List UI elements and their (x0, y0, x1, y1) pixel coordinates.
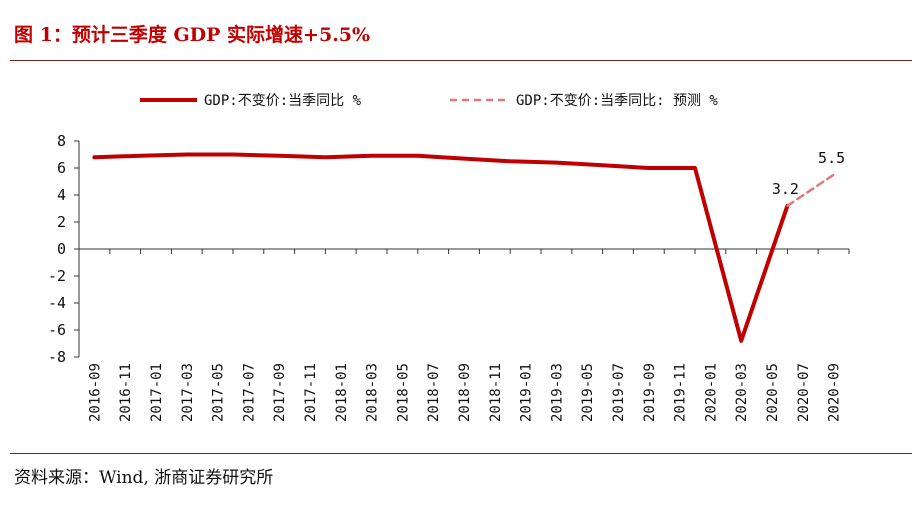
data-label: 5.5 (818, 149, 845, 167)
actual-point (231, 153, 235, 157)
x-tick-label: 2017-05 (211, 363, 227, 422)
x-tick-label: 2019-09 (642, 363, 658, 422)
bottom-divider (10, 453, 912, 454)
x-tick-label: 2019-01 (519, 363, 535, 422)
data-label: 3.2 (772, 180, 799, 198)
x-tick-label: 2020-01 (703, 363, 719, 422)
plot-area: 8 6 4 2 0 -2 -4 -6 -8 2016-09 2016-11 2017-01 2017-0… (48, 132, 850, 422)
actual-point (462, 157, 466, 161)
gdp-line-chart: GDP:不变价:当季同比 % GDP:不变价:当季同比: 预测 % 8 6 4 2 0 -… (48, 93, 850, 422)
actual-point (693, 166, 697, 170)
x-tick-label: 2018-11 (488, 363, 504, 422)
y-tick-label: 0 (57, 240, 66, 258)
legend-label-actual: GDP:不变价:当季同比 % (204, 93, 362, 109)
x-tick-label: 2016-11 (118, 363, 134, 422)
x-tick-label: 2018-09 (457, 363, 473, 422)
actual-point (323, 155, 327, 159)
x-tick-label: 2019-07 (611, 363, 627, 422)
x-tick-label: 2020-03 (734, 363, 750, 422)
x-tick-label: 2017-03 (180, 363, 196, 422)
x-tick-label: 2018-07 (426, 363, 442, 422)
y-tick-label: 2 (57, 213, 66, 231)
y-tick-label: -4 (48, 294, 66, 312)
legend-label-forecast: GDP:不变价:当季同比: 预测 % (516, 93, 718, 109)
actual-point (508, 159, 512, 163)
x-tick-label: 2019-11 (673, 363, 689, 422)
x-tick-label: 2020-05 (765, 363, 781, 422)
actual-point (554, 161, 558, 165)
x-tick-label: 2018-01 (334, 363, 350, 422)
actual-point (185, 153, 189, 157)
x-tick-label: 2019-05 (580, 363, 596, 422)
x-tick-label: 2018-03 (365, 363, 381, 422)
actual-point (739, 339, 743, 343)
x-tick-label: 2016-09 (87, 363, 103, 422)
y-tick-label: -2 (48, 267, 66, 285)
x-tick-label: 2017-07 (241, 363, 257, 422)
chart-legend: GDP:不变价:当季同比 % GDP:不变价:当季同比: 预测 % (140, 93, 718, 109)
y-tick-label: -8 (48, 348, 66, 366)
actual-point (601, 163, 605, 167)
x-tick-label: 2018-05 (395, 363, 411, 422)
actual-series-line (92, 152, 790, 343)
forecast-point (785, 204, 789, 208)
actual-point (139, 154, 143, 158)
figure-title: 图 1：预计三季度 GDP 实际增速+5.5% (14, 24, 371, 46)
y-tick-label: -6 (48, 321, 66, 339)
actual-point (370, 154, 374, 158)
x-tick-label: 2019-03 (549, 363, 565, 422)
x-tick-label: 2017-09 (272, 363, 288, 422)
y-tick-label: 4 (57, 186, 66, 204)
x-tick-label: 2020-09 (827, 363, 843, 422)
top-divider (10, 60, 912, 61)
actual-point (277, 154, 281, 158)
forecast-series-line (786, 173, 835, 208)
x-tick-label: 2017-01 (149, 363, 165, 422)
x-tick-label: 2017-11 (303, 363, 319, 422)
actual-point (92, 155, 96, 159)
actual-point (416, 154, 420, 158)
source-note: 资料来源：Wind, 浙商证券研究所 (14, 468, 274, 488)
x-tick-label: 2020-07 (796, 363, 812, 422)
forecast-point (832, 173, 836, 177)
y-tick-label: 8 (57, 132, 66, 150)
y-tick-label: 6 (57, 159, 66, 177)
actual-point (647, 166, 651, 170)
